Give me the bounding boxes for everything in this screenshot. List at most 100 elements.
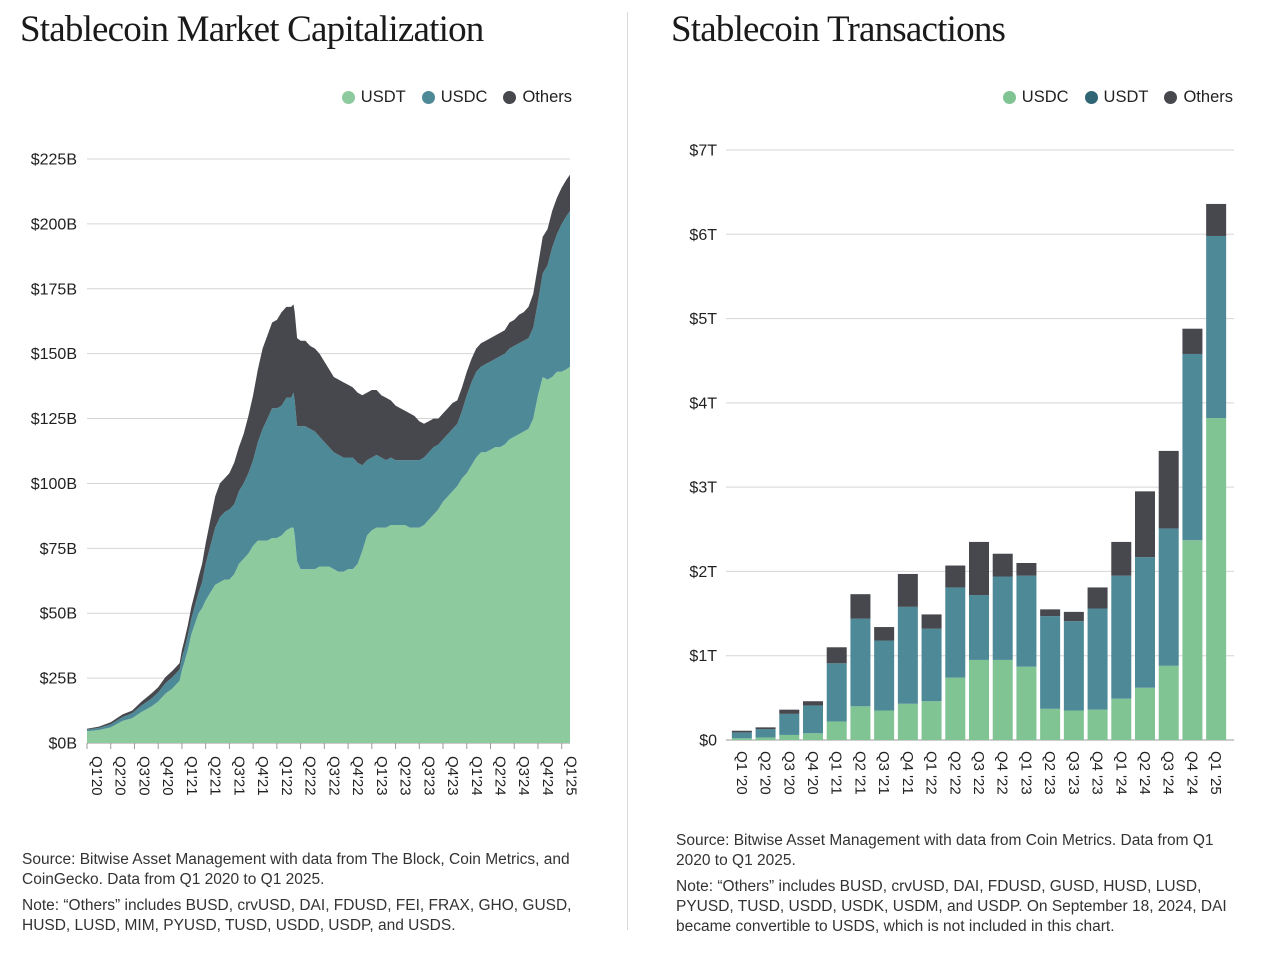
x-tick-label: Q3 '24: [1160, 751, 1177, 795]
bar-segment-others: [897, 573, 918, 607]
bar-segment-others: [992, 553, 1013, 577]
bar-segment-usdc: [1158, 665, 1179, 740]
y-tick-label: $6T: [689, 227, 717, 244]
panel-divider: [627, 12, 628, 930]
bar-segment-usdt: [874, 640, 895, 711]
x-tick-label: Q2'20: [112, 756, 129, 796]
legend-swatch-usdc: [421, 91, 435, 104]
legend-swatch-others: [1164, 91, 1178, 104]
bar-segment-usdt: [1016, 575, 1037, 667]
area-series-usdc: [87, 210, 570, 732]
x-tick-label: Q3'20: [135, 756, 152, 796]
note-text: Note: “Others” includes BUSD, crvUSD, DA…: [22, 897, 572, 934]
bar-segment-usdt: [1040, 616, 1061, 709]
market-cap-title: Stablecoin Market Capitalization: [20, 9, 484, 50]
bar-segment-usdt: [969, 595, 989, 660]
x-tick-label: Q2'22: [302, 756, 319, 796]
bar-segment-others: [945, 565, 966, 588]
market-cap-notes: Source: Bitwise Asset Management with da…: [22, 850, 602, 942]
bar-segment-usdc: [803, 733, 823, 740]
bar-segment-usdt: [850, 618, 871, 707]
x-tick-label: Q1 '25: [1207, 751, 1224, 795]
legend-item-others: Others: [1164, 88, 1233, 107]
transactions-bar-chart: $0 $1T $2T $3T $4T $5T $6T $7T Q1 '20 Q2 '20 Q3 '2…: [689, 143, 1234, 795]
x-tick-label: Q1 '20: [733, 751, 750, 795]
bar-segment-usdc: [921, 701, 942, 740]
bar-segment-others: [1206, 203, 1227, 236]
x-tick-label: Q2 '22: [946, 751, 963, 795]
bar-segment-usdc: [1087, 709, 1108, 740]
y-tick-label: $150B: [31, 346, 77, 363]
bar-segment-usdc: [1111, 698, 1132, 740]
market-cap-area-chart: $0B $25B $50B $75B $100B $125B $150B $175B $200B…: [31, 152, 580, 796]
legend-label: USDC: [1021, 88, 1069, 106]
bar-segment-others: [803, 701, 823, 706]
legend-swatch-usdt: [1084, 91, 1098, 104]
legend-swatch-usdt: [341, 91, 355, 104]
legend-item-usdt: USDT: [1084, 88, 1149, 107]
y-tick-label: $0B: [49, 736, 77, 753]
legend-item-usdc: USDC: [1002, 88, 1069, 107]
x-tick-label: Q3 '23: [1065, 751, 1082, 795]
bar-segment-usdt: [897, 606, 918, 704]
x-tick-label: Q4 '21: [899, 751, 916, 795]
x-tick-label: Q4 '24: [1183, 751, 1200, 795]
y-tick-label: $50B: [40, 606, 77, 623]
bar-segment-usdc: [755, 737, 776, 740]
x-tick-label: Q3 '20: [780, 751, 797, 795]
y-tick-label: $75B: [40, 541, 77, 558]
bar-segment-usdt: [1087, 608, 1108, 710]
bar-segment-usdc: [1063, 710, 1084, 740]
legend-label: Others: [522, 88, 572, 106]
x-tick-label: Q1'21: [183, 756, 200, 796]
bar-segment-others: [1158, 450, 1179, 529]
x-tick-label: Q2'21: [207, 756, 224, 796]
x-tick-label: Q1 '21: [828, 751, 845, 795]
y-tick-label: $125B: [31, 411, 77, 428]
x-tick-label: Q3'21: [230, 756, 247, 796]
market-cap-panel: Stablecoin Market Capitalization USDT US…: [0, 0, 620, 964]
bar-segment-usdt: [1206, 235, 1227, 419]
y-tick-label: $7T: [689, 143, 717, 160]
bar-segment-usdc: [779, 734, 800, 740]
bar-segment-others: [969, 541, 989, 596]
legend-label: USDC: [440, 88, 488, 106]
x-tick-label: Q2'23: [397, 756, 414, 796]
legend-item-usdt: USDT: [341, 88, 406, 107]
bar-segment-usdc: [897, 703, 918, 740]
bar-segment-others: [1111, 541, 1132, 576]
bar-segment-usdt: [803, 705, 823, 734]
transactions-legend: USDC USDT Others: [1002, 88, 1233, 107]
x-tick-label: Q1'23: [373, 756, 390, 796]
x-tick-label: Q4 '20: [804, 751, 821, 795]
bar-segment-usdc: [731, 738, 752, 740]
x-tick-label: Q3'24: [515, 756, 532, 796]
x-tick-label: Q2'24: [491, 756, 508, 796]
bar-segment-others: [826, 647, 847, 664]
y-tick-label: $2T: [689, 564, 717, 581]
y-tick-label: $175B: [31, 281, 77, 298]
x-tick-label: Q4'24: [539, 756, 556, 796]
bar-segment-others: [1040, 609, 1061, 617]
bar-segment-usdc: [945, 677, 966, 740]
bar-segment-others: [1016, 563, 1037, 576]
x-tick-label: Q4'23: [444, 756, 461, 796]
x-tick-label: Q4'22: [349, 756, 366, 796]
transactions-notes: Source: Bitwise Asset Management with da…: [676, 831, 1248, 943]
legend-swatch-usdc: [1002, 91, 1016, 104]
bar-segment-usdc: [1016, 666, 1037, 740]
bar-segment-usdc: [874, 710, 895, 740]
x-tick-label: Q1 '24: [1112, 751, 1129, 795]
y-tick-label: $25B: [40, 671, 77, 688]
bar-segment-usdt: [755, 729, 776, 738]
x-tick-label: Q3'22: [325, 756, 342, 796]
legend-label: USDT: [1103, 88, 1149, 106]
bar-segment-usdt: [945, 587, 966, 678]
bar-segment-usdt: [1111, 575, 1132, 699]
bar-segment-usdt: [731, 732, 752, 739]
bar-segment-others: [731, 730, 752, 733]
market-cap-legend: USDT USDC Others: [341, 88, 572, 107]
bar-segment-usdt: [921, 628, 942, 702]
x-tick-label: Q3 '21: [875, 751, 892, 795]
legend-label: USDT: [360, 88, 406, 106]
